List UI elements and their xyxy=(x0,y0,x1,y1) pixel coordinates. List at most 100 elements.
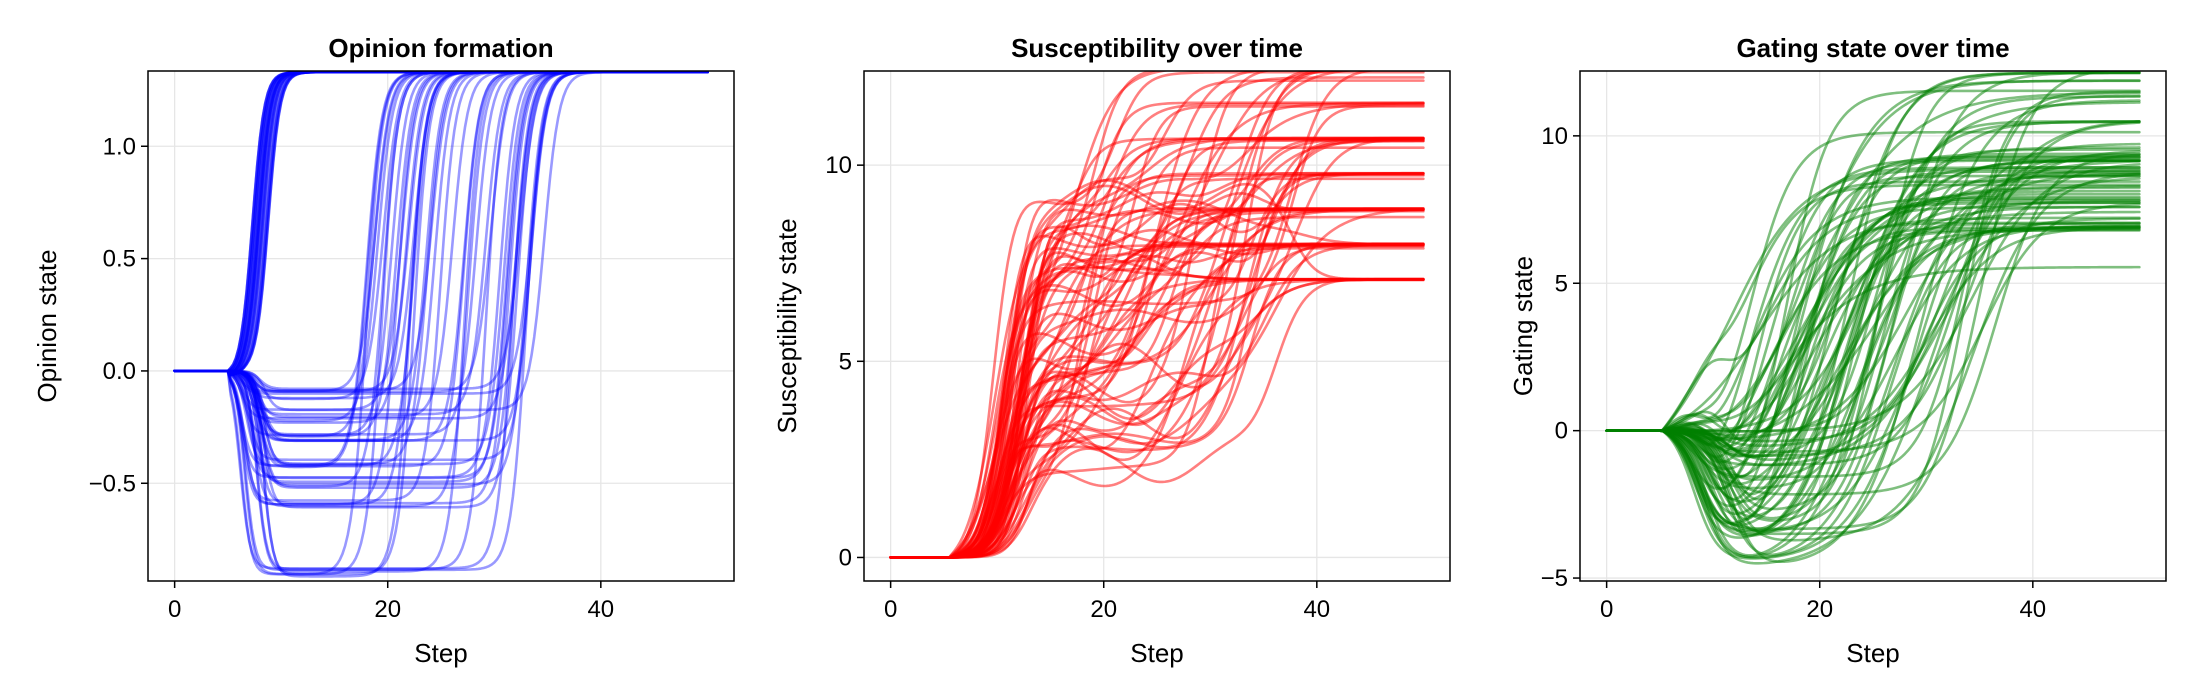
trajectory-line xyxy=(889,102,1425,559)
trajectory-line xyxy=(1605,71,2141,511)
trajectory-line xyxy=(173,71,709,412)
trajectory-line xyxy=(173,71,709,479)
trajectory-line xyxy=(173,71,709,376)
y-tick-label: 0.5 xyxy=(103,246,136,273)
y-tick-label: 10 xyxy=(1541,123,1568,150)
trajectory-line xyxy=(173,71,709,375)
y-tick-label: 0.0 xyxy=(103,358,136,385)
x-tick-label: 0 xyxy=(1600,596,1613,623)
trajectory-line xyxy=(889,207,1425,559)
trajectory-line xyxy=(173,71,709,488)
trajectory-line xyxy=(173,71,709,373)
trajectory-line xyxy=(173,71,709,375)
trajectory-line xyxy=(173,71,709,373)
trajectory-line xyxy=(173,71,709,376)
trajectory-line xyxy=(173,71,709,393)
trajectory-line xyxy=(173,71,709,375)
x-tick-label: 40 xyxy=(587,596,614,623)
y-tick-label: −5 xyxy=(1541,565,1568,592)
trajectory-line xyxy=(173,71,709,508)
x-axis-label: Step xyxy=(1130,638,1184,668)
trajectory-line xyxy=(173,71,709,437)
trajectory-line xyxy=(173,71,709,423)
trajectory-line xyxy=(1605,216,2141,432)
trajectory-line xyxy=(173,71,709,505)
x-axis-label: Step xyxy=(1846,638,1900,668)
trajectory-line xyxy=(173,71,709,442)
grid-lines xyxy=(148,71,734,581)
y-tick-label: 0 xyxy=(1555,418,1568,445)
trajectory-line xyxy=(889,136,1425,559)
trajectory-line xyxy=(173,71,709,376)
trajectory-line xyxy=(173,71,709,442)
trajectory-line xyxy=(173,71,709,466)
trajectory-line xyxy=(173,71,709,578)
trajectory-line xyxy=(1605,90,2141,479)
y-axis-label: Opinion state xyxy=(32,249,62,402)
trajectory-line xyxy=(173,71,709,576)
trajectory-line xyxy=(173,71,709,438)
trajectory-line xyxy=(173,71,709,393)
trajectory-series xyxy=(1605,71,2141,565)
y-tick-label: 1.0 xyxy=(103,133,136,160)
trajectory-line xyxy=(173,71,709,376)
trajectory-line xyxy=(173,71,709,490)
axis-ticks: 0 20 40 0 5 10 xyxy=(825,152,1330,623)
trajectory-line xyxy=(173,71,709,467)
trajectory-line xyxy=(1605,183,2141,432)
x-tick-label: 40 xyxy=(1303,596,1330,623)
trajectory-line xyxy=(173,71,709,401)
trajectory-line xyxy=(889,71,1357,559)
trajectory-line xyxy=(173,71,709,469)
trajectory-line xyxy=(173,71,709,374)
trajectory-line xyxy=(889,277,1425,559)
trajectory-line xyxy=(173,71,709,573)
trajectory-line xyxy=(889,139,1425,559)
trajectory-line xyxy=(1605,159,2141,447)
trajectory-line xyxy=(173,71,709,468)
y-tick-label: −0.5 xyxy=(89,470,136,497)
chart-title: Gating state over time xyxy=(1736,33,2009,63)
trajectory-line xyxy=(173,71,709,506)
plot-frame xyxy=(863,70,1451,582)
trajectory-line xyxy=(889,137,1425,559)
x-tick-label: 0 xyxy=(884,596,897,623)
trajectory-line xyxy=(173,71,709,419)
trajectory-line xyxy=(173,71,709,576)
trajectory-line xyxy=(173,71,709,373)
trajectory-line xyxy=(173,71,709,576)
trajectory-line xyxy=(889,136,1425,559)
trajectory-line xyxy=(173,71,709,467)
x-axis-label: Step xyxy=(414,638,468,668)
trajectory-line xyxy=(173,71,709,411)
trajectory-line xyxy=(1605,120,2141,565)
trajectory-line xyxy=(173,71,709,570)
trajectory-line xyxy=(173,71,709,443)
trajectory-line xyxy=(173,71,709,376)
trajectory-line xyxy=(173,71,709,416)
plot-frame xyxy=(147,70,735,582)
trajectory-line xyxy=(173,71,709,373)
trajectory-series xyxy=(173,71,709,578)
trajectory-line xyxy=(173,71,709,376)
trajectory-line xyxy=(173,71,709,373)
trajectory-line xyxy=(173,71,709,374)
trajectory-line xyxy=(173,71,709,436)
trajectory-line xyxy=(173,71,709,466)
trajectory-line xyxy=(173,71,709,373)
trajectory-line xyxy=(889,136,1425,559)
trajectory-series xyxy=(889,71,1425,559)
trajectory-line xyxy=(173,71,709,572)
axis-ticks: 0 20 40 −0.5 0.0 0.5 1.0 xyxy=(89,133,615,623)
trajectory-line xyxy=(173,71,709,394)
chart-title: Susceptibility over time xyxy=(1011,33,1303,63)
y-tick-label: 0 xyxy=(839,544,852,571)
trajectory-line xyxy=(173,71,709,424)
trajectory-line xyxy=(1605,169,2141,557)
x-tick-label: 20 xyxy=(374,596,401,623)
trajectory-line xyxy=(173,71,709,442)
trajectory-line xyxy=(889,104,1425,559)
trajectory-line xyxy=(1605,227,2141,440)
trajectory-line xyxy=(173,71,709,373)
